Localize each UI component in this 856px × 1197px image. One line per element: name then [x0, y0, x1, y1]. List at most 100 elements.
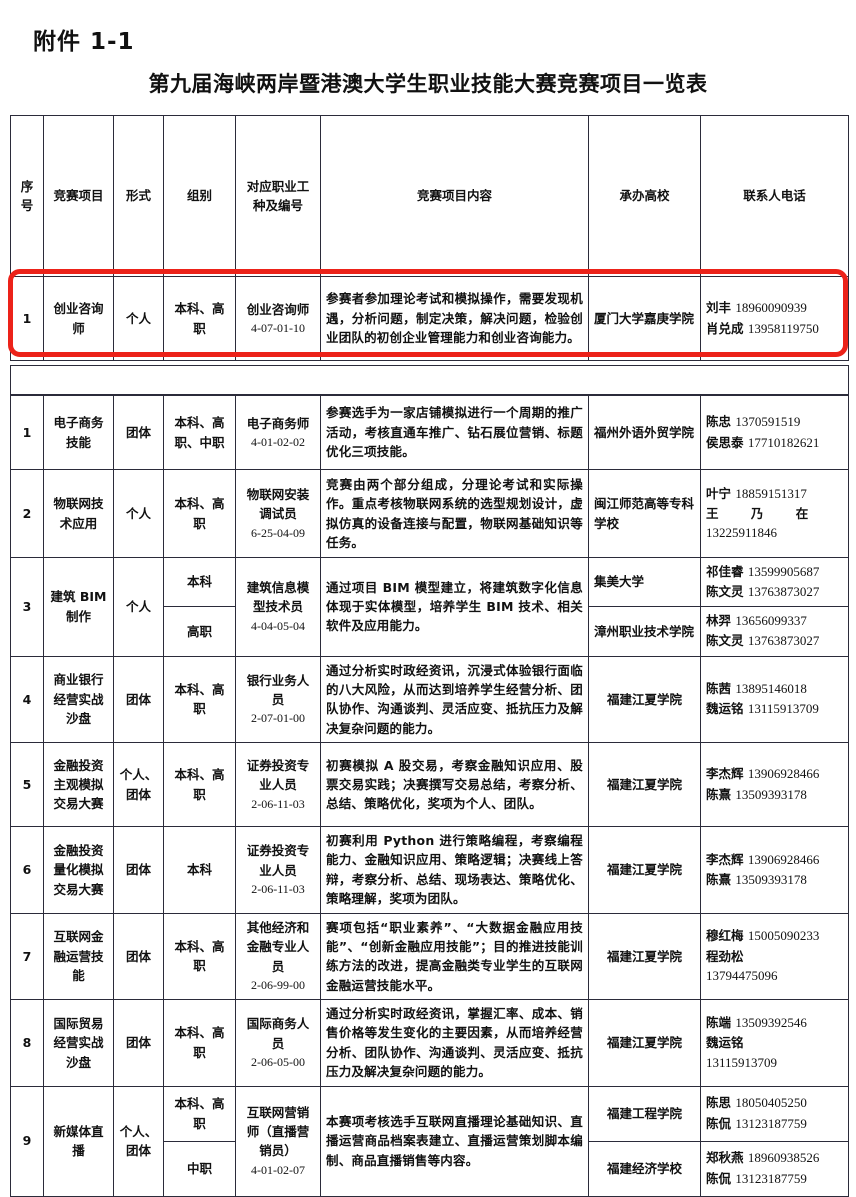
attachment-label: 附件 1-1 [33, 29, 135, 55]
contact-phone: 13763873027 [747, 584, 820, 600]
cell-content: 通过分析实时政经资讯，掌握汇率、成本、销售价格等发生变化的主要因素，从而培养经营… [320, 999, 589, 1087]
cell-project-name: 互联网金融运营技能 [43, 912, 114, 1001]
cell-seq: 8 [10, 999, 44, 1087]
cell-project-name: 物联网技术应用 [43, 469, 114, 558]
contact-line: 林羿 13656099337 [706, 611, 843, 631]
contact-phone: 13509393178 [735, 786, 807, 802]
contact-phone: 18960090939 [735, 300, 807, 316]
contact-phone: 13794475096 [706, 968, 778, 983]
spacer-cell [10, 365, 849, 395]
page-title: 第九届海峡两岸暨港澳大学生职业技能大赛竞赛项目一览表 [148, 72, 708, 96]
contact-line: 魏运铭 13115913709 [706, 699, 843, 719]
competition-table-wrapper: 序号 竞赛项目 形式 组别 对应职业工种及编号 竞赛项目内容 承办高校 联系人电… [10, 115, 849, 1197]
table-row[interactable]: 7 互联网金融运营技能 团体 本科、高职 其他经济和金融专业人员 2-06-99… [10, 912, 849, 1001]
cell-contact: 陈茜 13895146018 魏运铭 13115913709 [700, 655, 849, 744]
occupation-code: 2-06-05-00 [251, 1054, 305, 1069]
header-contact: 联系人电话 [700, 115, 849, 277]
cell-content: 初赛利用 Python 进行策略编程，考察编程能力、金融知识应用、策略逻辑；决赛… [320, 826, 589, 914]
cell-group: 本科、高职 [163, 742, 236, 828]
cell-group: 本科、高职、中职 [163, 395, 236, 470]
contact-name: 陈文灵 [706, 633, 744, 649]
occupation-code: 4-04-05-04 [251, 618, 305, 633]
cell-host: 福州外语外贸学院 [588, 395, 701, 470]
occupation-name: 证券投资专业人员 [246, 843, 310, 878]
contact-name: 陈忠 [706, 414, 732, 430]
table-row[interactable]: 4 商业银行经营实战沙盘 团体 本科、高职 银行业务人员 2-07-01-00 … [10, 655, 849, 744]
cell-content: 竞赛由两个部分组成，分理论考试和实际操作。重点考核物联网系统的选型规划设计，虚拟… [320, 469, 589, 558]
table-row[interactable]: 3 建筑 BIM 制作 个人 本科 建筑信息模型技术员 4-04-05-04 通… [10, 556, 849, 657]
contact-line: 陈文灵 13763873027 [706, 582, 843, 602]
contact-line: 陈侃 13123187759 [706, 1169, 843, 1189]
cell-contact: 李杰辉 13906928466 陈熹 13509393178 [700, 742, 849, 828]
occupation-code: 6-25-04-09 [251, 525, 305, 540]
occupation-code: 4-01-02-07 [251, 1162, 305, 1177]
contact-line: 陈文灵 13763873027 [706, 631, 843, 651]
header-occupation: 对应职业工种及编号 [235, 115, 321, 277]
table-row-highlighted[interactable]: 1 创业咨询师 个人 本科、高职 创业咨询师 4-07-01-10 参赛者参加理… [10, 276, 849, 361]
cell-project-name: 创业咨询师 [43, 276, 114, 361]
contact-line: 李杰辉 13906928466 [706, 764, 843, 784]
cell-host: 闽江师范高等专科学校 [588, 469, 701, 558]
occupation-code: 4-01-02-02 [251, 434, 305, 449]
cell-group-a: 本科、高职 [163, 1085, 236, 1142]
table-row[interactable]: 1 电子商务技能 团体 本科、高职、中职 电子商务师 4-01-02-02 参赛… [10, 395, 849, 470]
contact-phone: 13509393178 [735, 871, 807, 887]
cell-group: 本科、高职 [163, 999, 236, 1087]
contact-name: 穆红梅 [706, 928, 744, 944]
contact-line: 侯思泰 17710182621 [706, 433, 843, 453]
cell-seq: 7 [10, 912, 44, 1001]
cell-content: 初赛模拟 A 股交易，考察金融知识应用、股票交易实践；决赛撰写交易总结，考察分析… [320, 742, 589, 828]
cell-project-name: 商业银行经营实战沙盘 [43, 655, 114, 744]
cell-contact-a: 陈思 18050405250 陈侃 13123187759 [700, 1085, 849, 1142]
contact-phone: 13115913709 [747, 701, 819, 717]
contact-line: 刘丰 18960090939 [706, 298, 843, 318]
table-row-sub[interactable]: 高职 漳州职业技术学院 林羿 13656099337 陈文灵 137638730… [11, 606, 849, 657]
table-row[interactable]: 5 金融投资主观模拟交易大赛 个人、团体 本科、高职 证券投资专业人员 2-06… [10, 742, 849, 828]
occupation-code: 2-06-11-03 [251, 796, 305, 811]
contact-phone: 13599905687 [747, 564, 820, 579]
contact-phone: 13906928466 [747, 766, 820, 782]
contact-line: 王 乃 在 [706, 504, 843, 523]
contact-phone: 17710182621 [747, 434, 820, 450]
cell-seq: 1 [10, 276, 44, 361]
cell-form: 团体 [113, 826, 164, 914]
contact-name: 李杰辉 [706, 766, 744, 782]
occupation-name: 建筑信息模型技术员 [246, 580, 310, 615]
table-header-row: 序号 竞赛项目 形式 组别 对应职业工种及编号 竞赛项目内容 承办高校 联系人电… [10, 115, 849, 277]
cell-contact: 陈忠 1370591519 侯思泰 17710182621 [700, 395, 849, 470]
cell-project-name: 电子商务技能 [43, 395, 114, 470]
cell-seq: 6 [10, 826, 44, 914]
table-row[interactable]: 6 金融投资量化模拟交易大赛 团体 本科 证券投资专业人员 2-06-11-03… [10, 826, 849, 914]
cell-occupation: 建筑信息模型技术员 4-04-05-04 [235, 557, 321, 657]
contact-name: 侯思泰 [706, 434, 744, 450]
occupation-code: 2-06-99-00 [251, 978, 305, 993]
cell-form: 团体 [113, 999, 164, 1087]
occupation-name: 创业咨询师 [246, 301, 310, 317]
cell-host: 厦门大学嘉庚学院 [588, 276, 701, 361]
contact-line: 陈忠 1370591519 [706, 412, 843, 432]
cell-host: 福建江夏学院 [588, 999, 701, 1087]
cell-form: 团体 [113, 912, 164, 1001]
table-row[interactable]: 9 新媒体直播 个人、团体 本科、高职 互联网营销师（直播营销员） 4-01-0… [10, 1085, 849, 1197]
cell-form: 团体 [113, 395, 164, 470]
contact-name: 陈熹 [706, 871, 732, 887]
contact-phone: 13225911846 [706, 525, 778, 541]
contact-line: 李杰辉 13906928466 [706, 850, 843, 870]
cell-occupation: 其他经济和金融专业人员 2-06-99-00 [235, 912, 321, 1001]
table-row[interactable]: 8 国际贸易经营实战沙盘 团体 本科、高职 国际商务人员 2-06-05-00 … [10, 999, 849, 1087]
contact-phone: 13115913709 [706, 1054, 778, 1070]
contact-line: 肖兑成 13958119750 [706, 319, 843, 339]
cell-contact: 李杰辉 13906928466 陈熹 13509393178 [700, 826, 849, 914]
contact-line: 陈茜 13895146018 [706, 679, 843, 699]
contact-phone: 13958119750 [747, 320, 819, 336]
contact-name: 林羿 [706, 613, 732, 629]
contact-line: 陈思 18050405250 [706, 1093, 843, 1113]
cell-group: 本科、高职 [163, 276, 236, 361]
contact-phone: 18960938526 [747, 1150, 820, 1166]
cell-project-name: 国际贸易经营实战沙盘 [43, 999, 114, 1087]
header-form: 形式 [113, 115, 164, 277]
cell-content: 赛项包括“职业素养”、“大数据金融应用技能”、“创新金融应用技能”；目的推进技能… [320, 912, 589, 1001]
contact-phone: 18050405250 [735, 1095, 807, 1111]
contact-name: 李杰辉 [706, 851, 744, 867]
table-row[interactable]: 2 物联网技术应用 个人 本科、高职 物联网安装调试员 6-25-04-09 竞… [10, 469, 849, 558]
